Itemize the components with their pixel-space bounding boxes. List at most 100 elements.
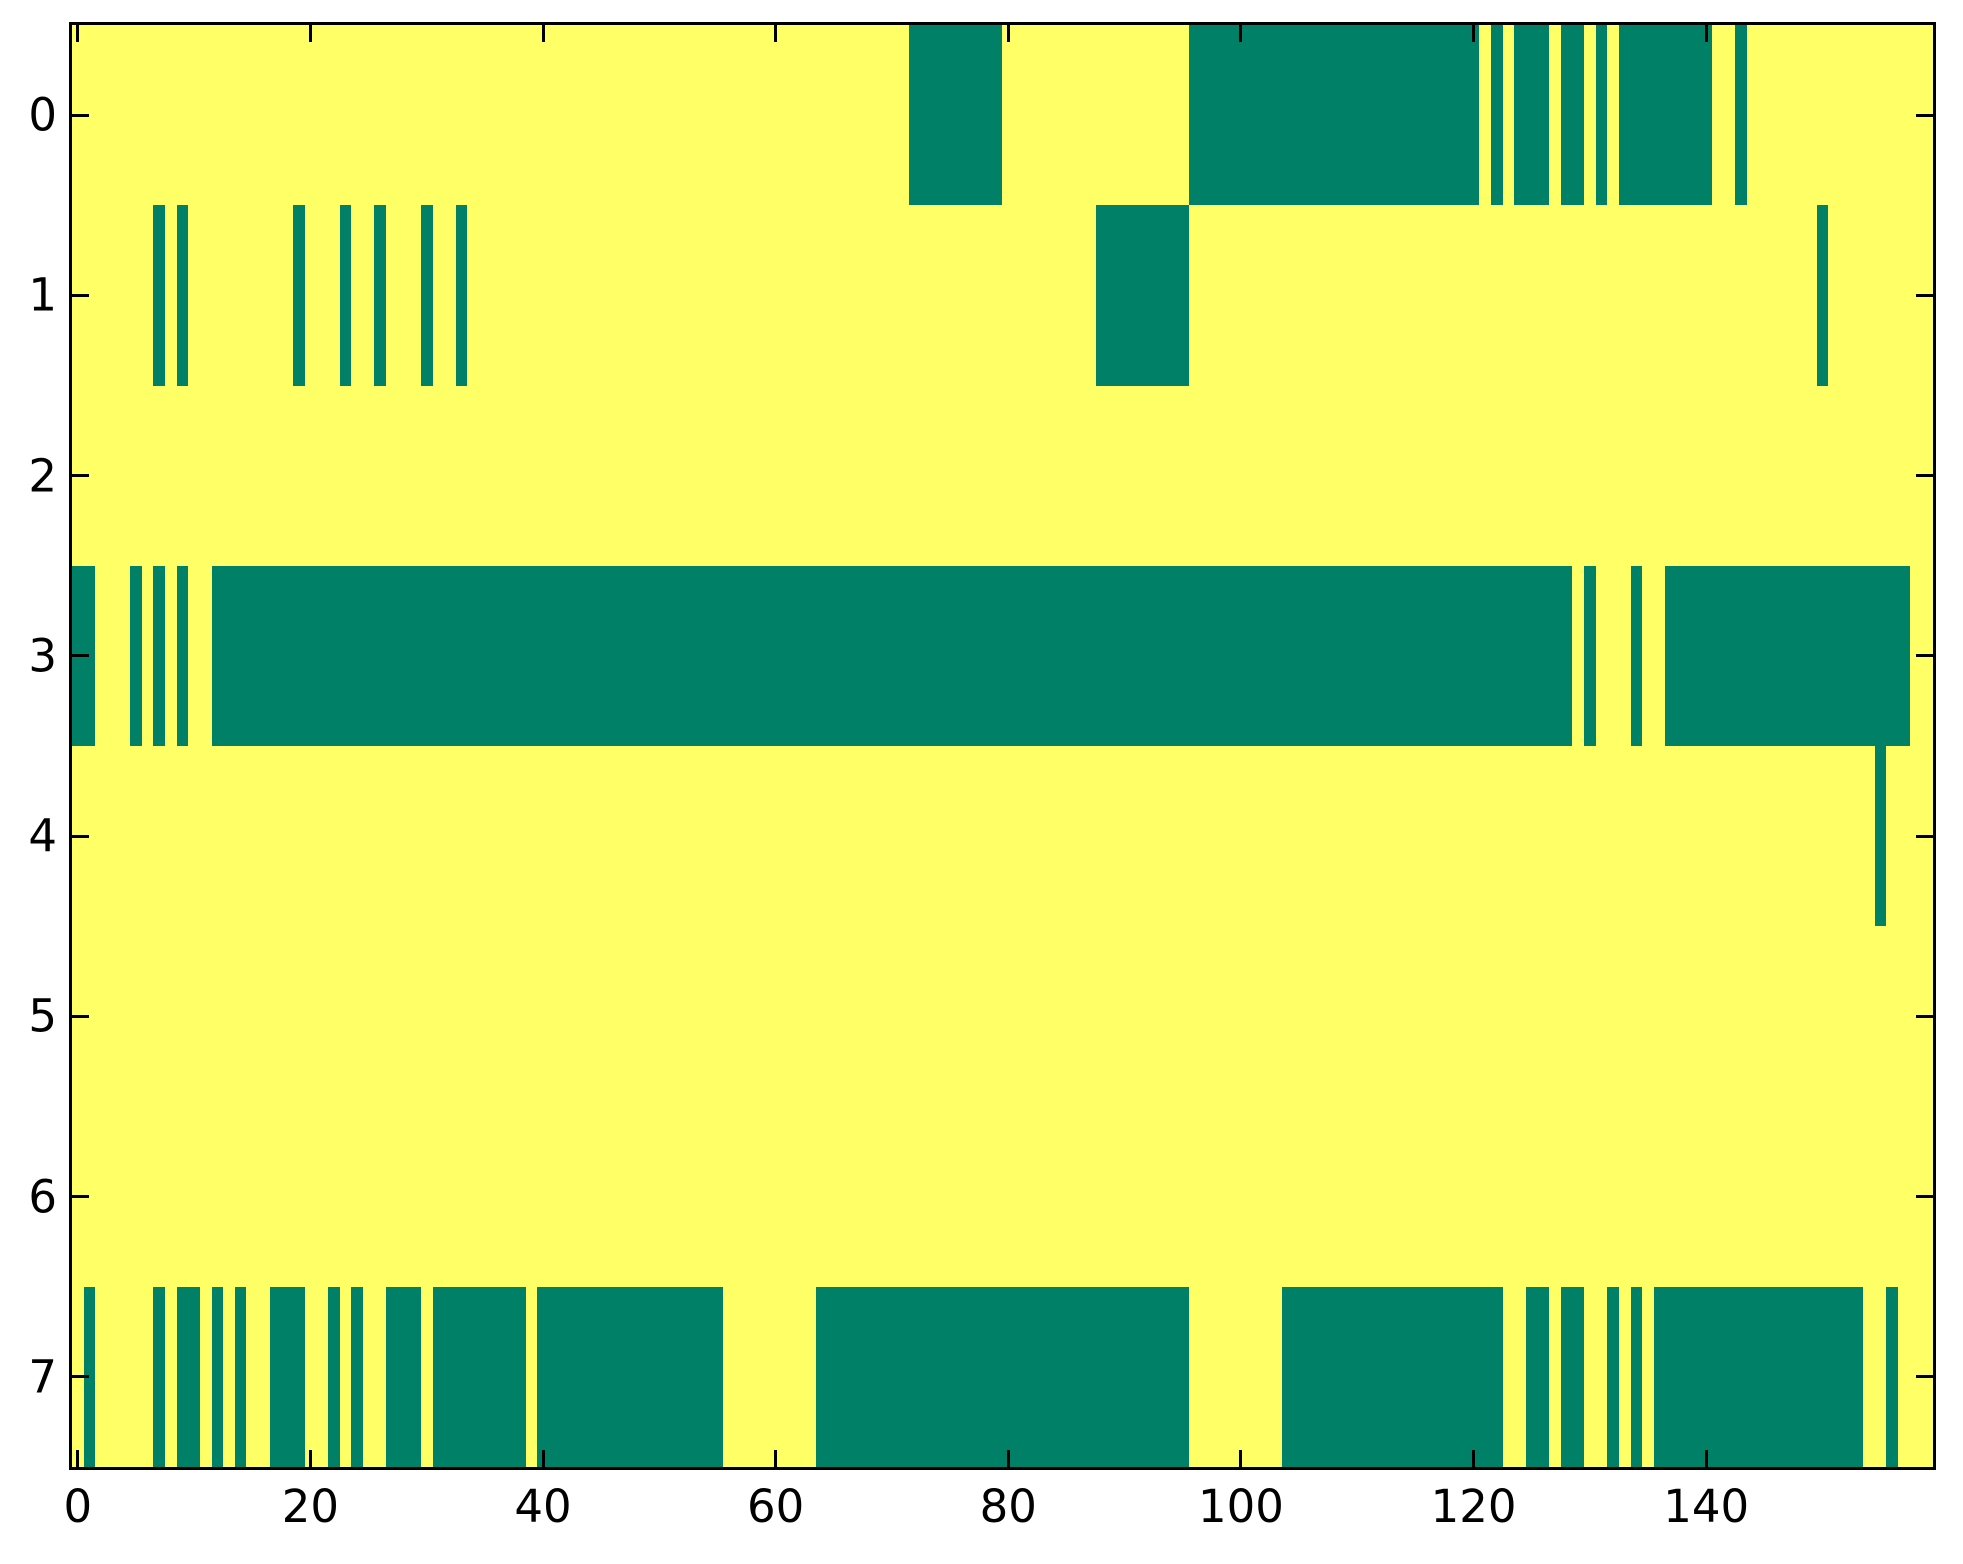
heatmap-cells-row3-col9 (176, 565, 189, 746)
heatmap-row-2 (72, 386, 1933, 566)
y-tick-label-3: 3 (28, 629, 57, 683)
y-tick-label-2: 2 (28, 449, 57, 503)
y-tick-right-3 (1916, 654, 1933, 658)
heatmap-cells-row7-col27-29 (386, 1286, 421, 1467)
x-tick-bottom-120 (1472, 1450, 1476, 1467)
heatmap-cells-row1-col30 (420, 205, 433, 386)
heatmap-cells-row1-col26 (374, 205, 387, 386)
x-tick-label-80: 80 (979, 1480, 1037, 1533)
heatmap-cells-row3-col12-128 (211, 565, 1573, 746)
y-tick-label-0: 0 (28, 88, 57, 142)
y-tick-label-7: 7 (28, 1350, 57, 1404)
x-tick-label-20: 20 (281, 1480, 340, 1533)
heatmap-cells-row1-col19 (292, 205, 305, 386)
heatmap-row-1 (72, 205, 1933, 386)
heatmap-cells-row7-col125-126 (1525, 1286, 1550, 1467)
x-tick-bottom-80 (1006, 1450, 1010, 1467)
heatmap-cells-row3-col7 (153, 565, 166, 746)
heatmap-cells-row3-col130 (1584, 565, 1596, 746)
y-tick-label-6: 6 (28, 1170, 57, 1224)
x-tick-label-140: 140 (1663, 1480, 1750, 1533)
heatmap-row-0 (72, 25, 1933, 206)
heatmap-cells-row3-col5 (130, 565, 142, 746)
y-tick-right-0 (1916, 113, 1933, 117)
heatmap-row-4 (72, 746, 1933, 927)
y-tick-left-5 (72, 1014, 89, 1018)
heatmap-cells-row7-col24 (351, 1286, 363, 1467)
heatmap-cells-row0-col128-129 (1560, 25, 1585, 206)
heatmap-cells-row0-col124-126 (1514, 25, 1550, 206)
heatmap-row-5 (72, 926, 1933, 1106)
x-tick-label-40: 40 (514, 1480, 572, 1533)
x-tick-label-0: 0 (63, 1480, 93, 1533)
x-tick-top-140 (1704, 25, 1708, 42)
heatmap-cells-row3-col137-157 (1665, 565, 1910, 746)
x-tick-label-100: 100 (1197, 1480, 1284, 1533)
heatmap-cells-row0-col72-79 (909, 25, 1003, 206)
heatmap-row-6 (72, 1107, 1933, 1287)
heatmap-cells-row7-col156 (1886, 1286, 1899, 1467)
x-tick-label-120: 120 (1430, 1480, 1517, 1533)
heatmap-cells-row0-col133-140 (1618, 25, 1712, 206)
heatmap-cells-row0-col96-120 (1188, 25, 1480, 206)
heatmap-cells-row7-col104-122 (1281, 1286, 1503, 1467)
x-tick-bottom-40 (541, 1450, 545, 1467)
heatmap-cells-row7-col128-129 (1560, 1286, 1585, 1467)
y-tick-left-7 (72, 1375, 89, 1379)
heatmap-cells-row0-col143 (1735, 25, 1747, 206)
x-tick-bottom-100 (1239, 1450, 1243, 1467)
heatmap-cells-row7-col40-55 (537, 1286, 724, 1467)
y-tick-left-4 (72, 834, 89, 838)
heatmap-cells-row1-col23 (339, 205, 352, 386)
heatmap-cells-row7-col31-38 (432, 1286, 526, 1467)
x-tick-top-100 (1239, 25, 1243, 42)
y-tick-right-1 (1916, 293, 1933, 297)
x-tick-top-80 (1006, 25, 1010, 42)
plot-area (72, 25, 1933, 1467)
heatmap-cells-row3-col134 (1630, 565, 1643, 746)
heatmap-cells-row1-col9 (176, 205, 189, 386)
y-tick-right-7 (1916, 1375, 1933, 1379)
x-tick-bottom-60 (774, 1450, 778, 1467)
heatmap-cells-row1-col33 (455, 205, 468, 386)
heatmap-cells-row1-col150 (1816, 205, 1829, 386)
heatmap-cells-row7-col22 (327, 1286, 340, 1467)
y-tick-label-5: 5 (28, 989, 57, 1043)
x-tick-top-20 (308, 25, 312, 42)
x-tick-top-40 (541, 25, 545, 42)
x-tick-label-60: 60 (747, 1480, 805, 1533)
x-tick-top-120 (1472, 25, 1476, 42)
y-tick-left-0 (72, 113, 89, 117)
heatmap-cells-row7-col9-10 (176, 1286, 200, 1467)
heatmap-cells-row7-col64-95 (816, 1286, 1189, 1467)
heatmap-cells-row7-col12 (211, 1286, 224, 1467)
y-tick-right-4 (1916, 834, 1933, 838)
heatmap-cells-row7-col17-19 (269, 1286, 305, 1467)
heatmap-cells-row1-col7 (153, 205, 166, 386)
x-tick-bottom-0 (76, 1450, 80, 1467)
heatmap-row-3 (72, 565, 1933, 746)
heatmap-cells-row1-col88-95 (1095, 205, 1189, 386)
y-tick-label-1: 1 (28, 268, 57, 322)
heatmap-cells-row7-col7 (153, 1286, 166, 1467)
x-tick-bottom-20 (308, 1450, 312, 1467)
heatmap-cells-row7-col14 (234, 1286, 247, 1467)
y-tick-left-1 (72, 293, 89, 297)
y-tick-right-5 (1916, 1014, 1933, 1018)
x-tick-top-60 (774, 25, 778, 42)
y-tick-left-2 (72, 474, 89, 478)
y-tick-left-6 (72, 1195, 89, 1199)
y-tick-label-4: 4 (28, 809, 57, 863)
heatmap-cells-row7-col136-153 (1653, 1286, 1864, 1467)
heatmap-cells-row7-col1 (83, 1286, 96, 1467)
x-tick-top-0 (76, 25, 80, 42)
heatmap-cells-row0-col131 (1595, 25, 1608, 206)
heatmap-cells-row7-col134 (1630, 1286, 1643, 1467)
heatmap-cells-row0-col122 (1491, 25, 1503, 206)
heatmap-row-7 (72, 1286, 1933, 1467)
heatmap-cells-row7-col132 (1607, 1286, 1619, 1467)
x-tick-bottom-140 (1704, 1450, 1708, 1467)
y-tick-right-6 (1916, 1195, 1933, 1199)
y-tick-left-3 (72, 654, 89, 658)
